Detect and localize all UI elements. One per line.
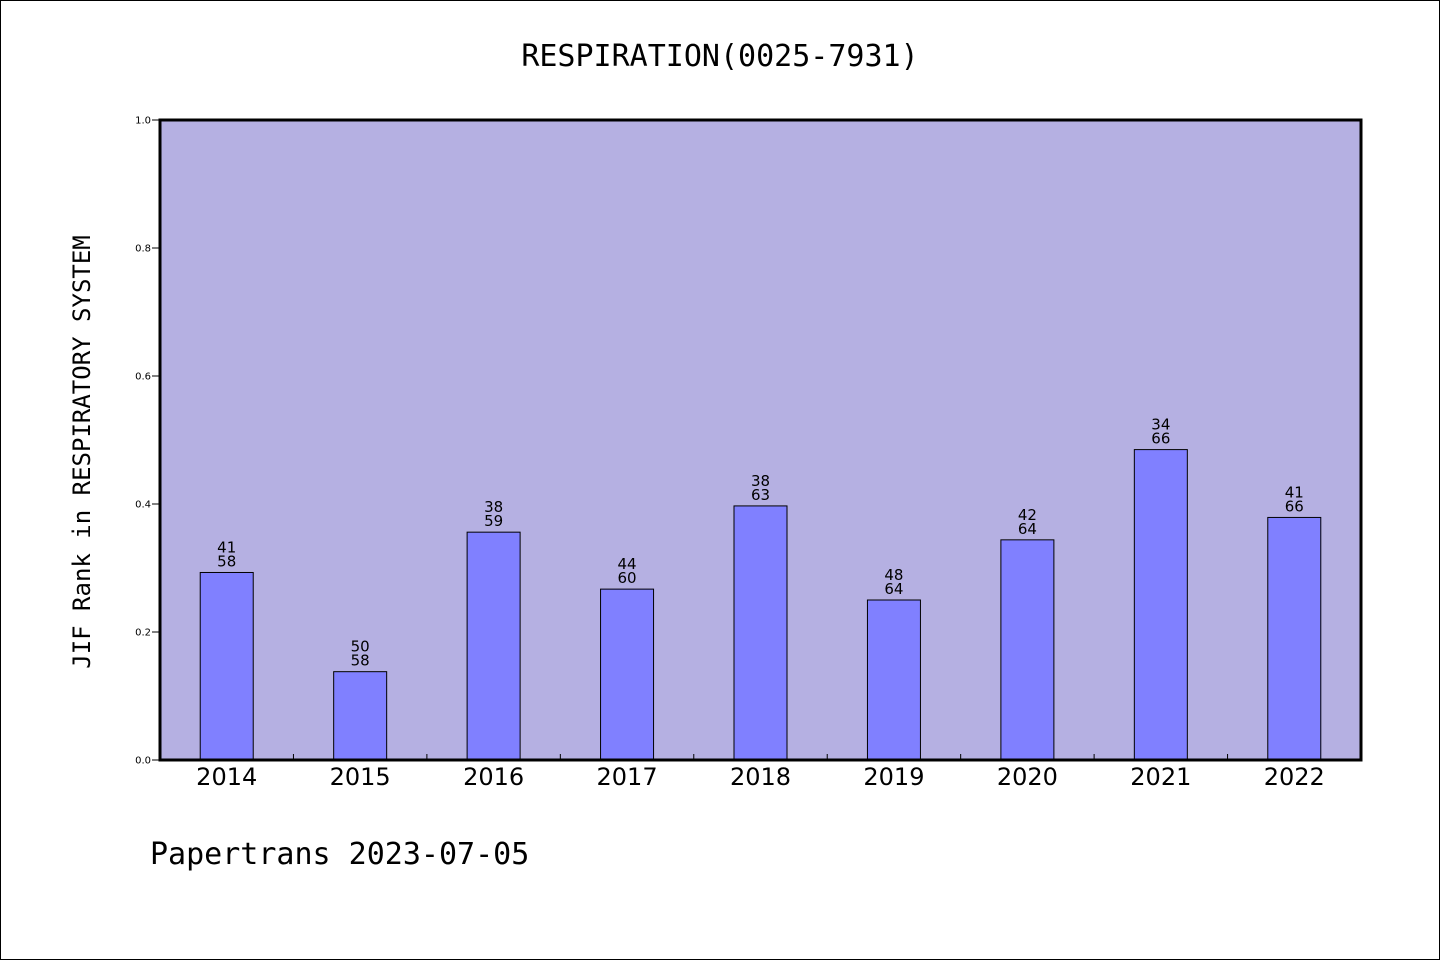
bar-total-label: 64 [1018,520,1037,538]
x-axis: 2014 2015 2016 2017 2018 2019 2020 2021 2022 [196,754,1325,791]
footer-credit: Papertrans 2023-07-05 [150,837,529,872]
bar-rank-label: 50 [351,638,370,656]
y-tick-label: 0.0 [135,756,151,767]
bar-2015 [333,671,388,761]
bar-rank-label: 41 [217,538,236,556]
bar-total-label: 60 [618,569,637,587]
y-tick-label: 0.8 [135,244,151,255]
bar-2018 [733,505,788,761]
y-axis-label: JIF Rank in RESPIRATORY SYSTEM [68,235,96,668]
plot-border [158,118,1363,762]
x-tick-label: 2020 [997,763,1058,791]
y-tick-label: 0.6 [135,372,151,383]
bar-2022 [1267,516,1322,761]
x-tick-label: 2015 [330,763,391,791]
y-tick-label: 0.4 [135,500,151,511]
bar-2014 [199,571,254,761]
x-tick-label: 2017 [597,763,658,791]
bar-total-label: 63 [751,486,770,504]
bar-rank-label: 38 [751,472,770,490]
y-axis: 0.0 0.2 0.4 0.6 0.8 1.0 [135,116,160,767]
x-tick-label: 2014 [196,763,257,791]
x-tick-label: 2016 [463,763,524,791]
bar-total-label: 64 [884,580,903,598]
y-tick-label: 1.0 [135,116,151,127]
bar-rank-label: 42 [1018,506,1037,524]
bar-2016 [466,531,521,761]
bar-rank-label: 41 [1285,483,1304,501]
bar-total-label: 66 [1151,430,1170,448]
bar-rank-label: 38 [484,498,503,516]
bar-2019 [866,599,921,761]
bar-rank-label: 48 [884,566,903,584]
x-tick-label: 2018 [730,763,791,791]
bar-total-label: 58 [351,652,370,670]
bar-total-label: 59 [484,512,503,530]
x-tick-label: 2019 [863,763,924,791]
bar-2020 [1000,539,1055,761]
bar-rank-label: 44 [618,555,637,573]
x-tick-label: 2021 [1130,763,1191,791]
bar-2017 [600,588,655,761]
x-tick-label: 2022 [1264,763,1325,791]
y-tick-label: 0.2 [135,628,151,639]
chart-title: RESPIRATION(0025-7931) [521,39,918,74]
bar-rank-label: 34 [1151,416,1170,434]
bar-total-label: 58 [217,552,236,570]
bar-total-label: 66 [1285,497,1304,515]
bar-2021 [1133,449,1188,761]
bars-group [199,449,1322,761]
